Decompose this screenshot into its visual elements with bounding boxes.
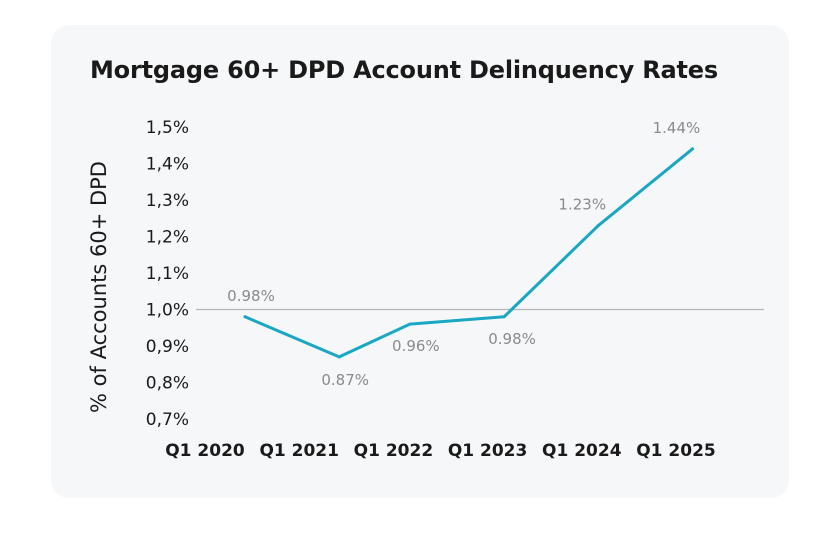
y-axis-label: % of Accounts 60+ DPD <box>87 161 111 413</box>
series-line <box>243 147 694 359</box>
data-point <box>408 322 412 326</box>
data-point <box>243 315 247 319</box>
data-label: 1.44% <box>653 119 701 137</box>
data-point <box>690 147 694 151</box>
data-point <box>596 224 600 228</box>
chart-title: Mortgage 60+ DPD Account Delinquency Rat… <box>90 56 718 84</box>
x-tick-label: Q1 2025 <box>636 441 716 461</box>
data-label: 0.98% <box>488 330 536 348</box>
data-label: 1.23% <box>558 196 606 214</box>
x-tick-label: Q1 2020 <box>165 441 245 461</box>
x-tick-label: Q1 2022 <box>354 441 434 461</box>
y-tick-label: 0,7% <box>146 410 189 430</box>
y-tick-label: 1,4% <box>146 155 189 175</box>
y-tick-label: 1,2% <box>146 228 189 248</box>
y-tick-label: 1,1% <box>146 264 189 284</box>
x-tick-label: Q1 2021 <box>259 441 339 461</box>
data-label: 0.96% <box>392 337 440 355</box>
chart-card <box>51 25 789 498</box>
y-tick-label: 0,9% <box>146 337 189 357</box>
x-tick-label: Q1 2024 <box>542 441 622 461</box>
y-tick-label: 1,5% <box>146 118 189 138</box>
data-label: 0.87% <box>321 371 369 389</box>
data-point <box>502 315 506 319</box>
x-tick-label: Q1 2023 <box>448 441 528 461</box>
y-tick-label: 1,0% <box>146 301 189 321</box>
y-tick-label: 1,3% <box>146 191 189 211</box>
y-tick-label: 0,8% <box>146 374 189 394</box>
data-point <box>337 355 341 359</box>
data-label: 0.98% <box>227 287 275 305</box>
